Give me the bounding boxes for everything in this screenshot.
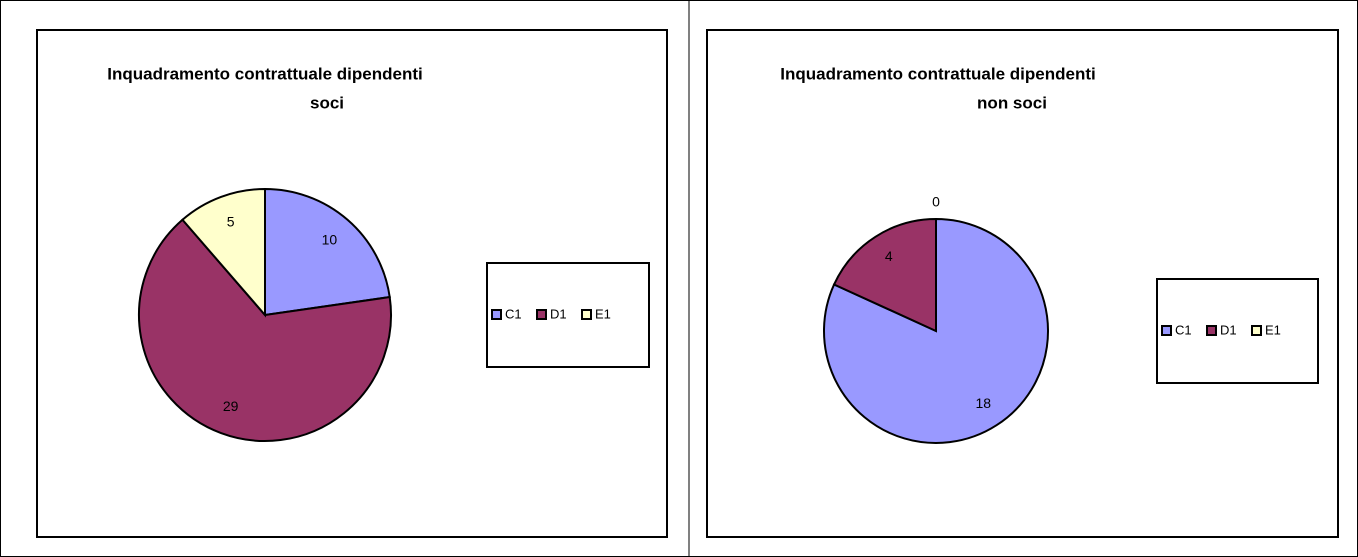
chart-title: non soci	[977, 93, 1047, 112]
pie-slice	[181, 187, 266, 318]
pie-slice	[832, 217, 937, 333]
data-label: 18	[975, 395, 991, 411]
legend-label: D1	[1220, 322, 1237, 337]
data-label: 29	[223, 398, 239, 414]
legend-label: E1	[595, 306, 611, 321]
legend-swatch	[536, 309, 547, 320]
legend-label: D1	[550, 306, 567, 321]
legend-label: C1	[1175, 322, 1192, 337]
legend-swatch	[581, 309, 592, 320]
data-label: 4	[885, 248, 893, 264]
data-label: 0	[932, 194, 940, 210]
legend-swatch	[1161, 325, 1172, 336]
pie-slice	[138, 218, 392, 442]
legend-swatch	[491, 309, 502, 320]
data-label: 10	[322, 231, 338, 247]
data-label: 5	[227, 214, 235, 230]
legend-box	[486, 262, 650, 368]
chart-title: Inquadramento contrattuale dipendenti	[780, 64, 1095, 83]
legend-label: C1	[505, 306, 522, 321]
legend-swatch	[1206, 325, 1217, 336]
chart-title: Inquadramento contrattuale dipendenti	[107, 64, 422, 83]
legend-swatch	[1251, 325, 1262, 336]
legend-label: E1	[1265, 322, 1281, 337]
legend-box	[1156, 278, 1319, 384]
chart-title: soci	[310, 93, 344, 112]
pie-slice	[264, 187, 391, 317]
